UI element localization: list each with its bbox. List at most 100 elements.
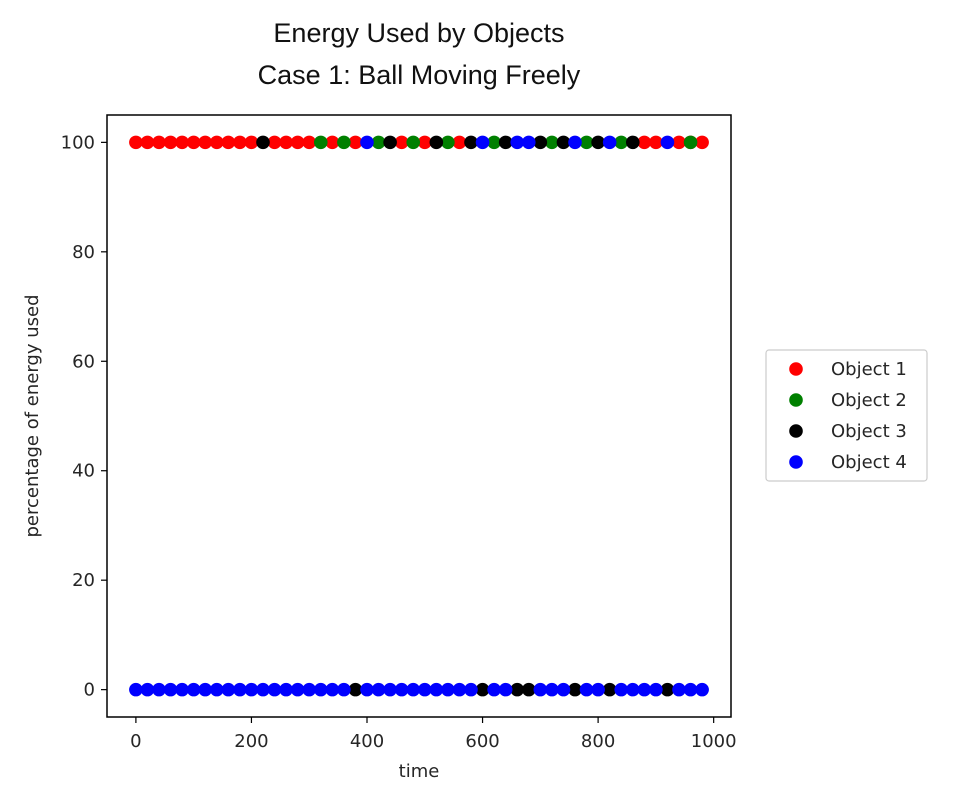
data-point	[371, 135, 386, 150]
data-point	[267, 682, 282, 697]
plot-axes: 0 200 400 600 800 1000 0 20 40 60 80 100 time percent…	[22, 114, 737, 782]
data-point	[175, 135, 189, 150]
data-point	[290, 135, 305, 150]
data-point	[325, 135, 340, 150]
legend-label: Object 1	[831, 359, 907, 380]
data-point	[660, 135, 675, 150]
data-point	[233, 682, 247, 697]
data-point	[337, 135, 351, 150]
data-point	[394, 135, 409, 150]
series-2-points	[313, 135, 698, 150]
data-point	[533, 682, 548, 697]
data-point	[383, 135, 397, 150]
data-point	[556, 682, 571, 697]
data-point	[591, 682, 605, 697]
x-tick-label: 600	[465, 731, 499, 752]
data-point	[394, 682, 409, 697]
chart-title-line-1: Energy Used by Objects	[273, 18, 564, 48]
data-point	[429, 682, 444, 697]
data-point	[521, 135, 536, 150]
data-point	[614, 682, 629, 697]
data-point	[256, 682, 270, 697]
data-point	[614, 135, 629, 150]
data-point	[637, 135, 652, 150]
data-point	[313, 135, 328, 150]
data-point	[140, 135, 155, 150]
data-point	[579, 682, 594, 697]
data-point	[152, 135, 166, 150]
data-point	[198, 135, 213, 150]
data-point	[602, 135, 617, 150]
data-point	[637, 682, 652, 697]
data-point	[325, 682, 340, 697]
data-point	[198, 682, 213, 697]
data-point	[279, 135, 293, 150]
data-point	[498, 135, 513, 150]
x-tick-label: 800	[581, 731, 615, 752]
data-point	[348, 682, 363, 697]
data-point	[186, 135, 201, 150]
data-point	[267, 135, 282, 150]
legend-label: Object 3	[831, 421, 907, 442]
data-point	[441, 682, 455, 697]
data-point	[672, 135, 686, 150]
data-point	[371, 682, 386, 697]
data-point	[475, 682, 490, 697]
chart-title: Energy Used by Objects Case 1: Ball Movin…	[258, 18, 581, 90]
legend-label: Object 2	[831, 390, 907, 411]
data-point	[625, 682, 640, 697]
data-point	[337, 682, 351, 697]
data-point	[579, 135, 594, 150]
data-point	[464, 135, 478, 150]
data-point	[209, 682, 224, 697]
data-point	[406, 682, 421, 697]
y-axis-label: percentage of energy used	[22, 295, 43, 538]
data-point	[406, 135, 421, 150]
plot-frame	[106, 114, 732, 718]
data-point	[533, 135, 548, 150]
data-point	[695, 682, 709, 697]
data-point	[360, 135, 374, 150]
data-point	[383, 682, 397, 697]
chart-title-line-2: Case 1: Ball Moving Freely	[258, 60, 581, 90]
data-point	[140, 682, 155, 697]
data-point	[221, 682, 236, 697]
x-tick-label: 200	[234, 731, 268, 752]
data-point	[602, 682, 617, 697]
x-axis-label: time	[399, 761, 440, 782]
data-point	[360, 682, 374, 697]
data-point	[429, 135, 444, 150]
data-point	[129, 135, 143, 150]
data-point	[221, 135, 236, 150]
y-tick-label: 80	[72, 242, 95, 263]
legend-marker	[789, 455, 803, 469]
data-point	[510, 135, 525, 150]
legend-marker	[789, 393, 803, 407]
data-point	[441, 135, 455, 150]
legend-label: Object 4	[831, 452, 907, 473]
data-point	[417, 135, 432, 150]
data-point	[545, 682, 559, 697]
data-point	[256, 135, 270, 150]
data-point	[568, 135, 582, 150]
data-points	[129, 135, 709, 697]
data-point	[545, 135, 559, 150]
data-point	[302, 135, 317, 150]
data-point	[452, 135, 467, 150]
data-point	[556, 135, 571, 150]
y-tick-label: 40	[72, 461, 95, 482]
legend: Object 1 Object 2 Object 3 Object 4	[765, 349, 928, 482]
x-tick-label: 0	[130, 731, 141, 752]
data-point	[521, 682, 536, 697]
x-tick-label: 1000	[691, 731, 737, 752]
data-point	[348, 135, 363, 150]
data-point	[487, 682, 501, 697]
data-point	[244, 682, 259, 697]
data-point	[186, 682, 201, 697]
series-3-points	[256, 135, 675, 697]
legend-marker	[789, 424, 803, 438]
data-point	[279, 682, 293, 697]
data-point	[660, 682, 675, 697]
